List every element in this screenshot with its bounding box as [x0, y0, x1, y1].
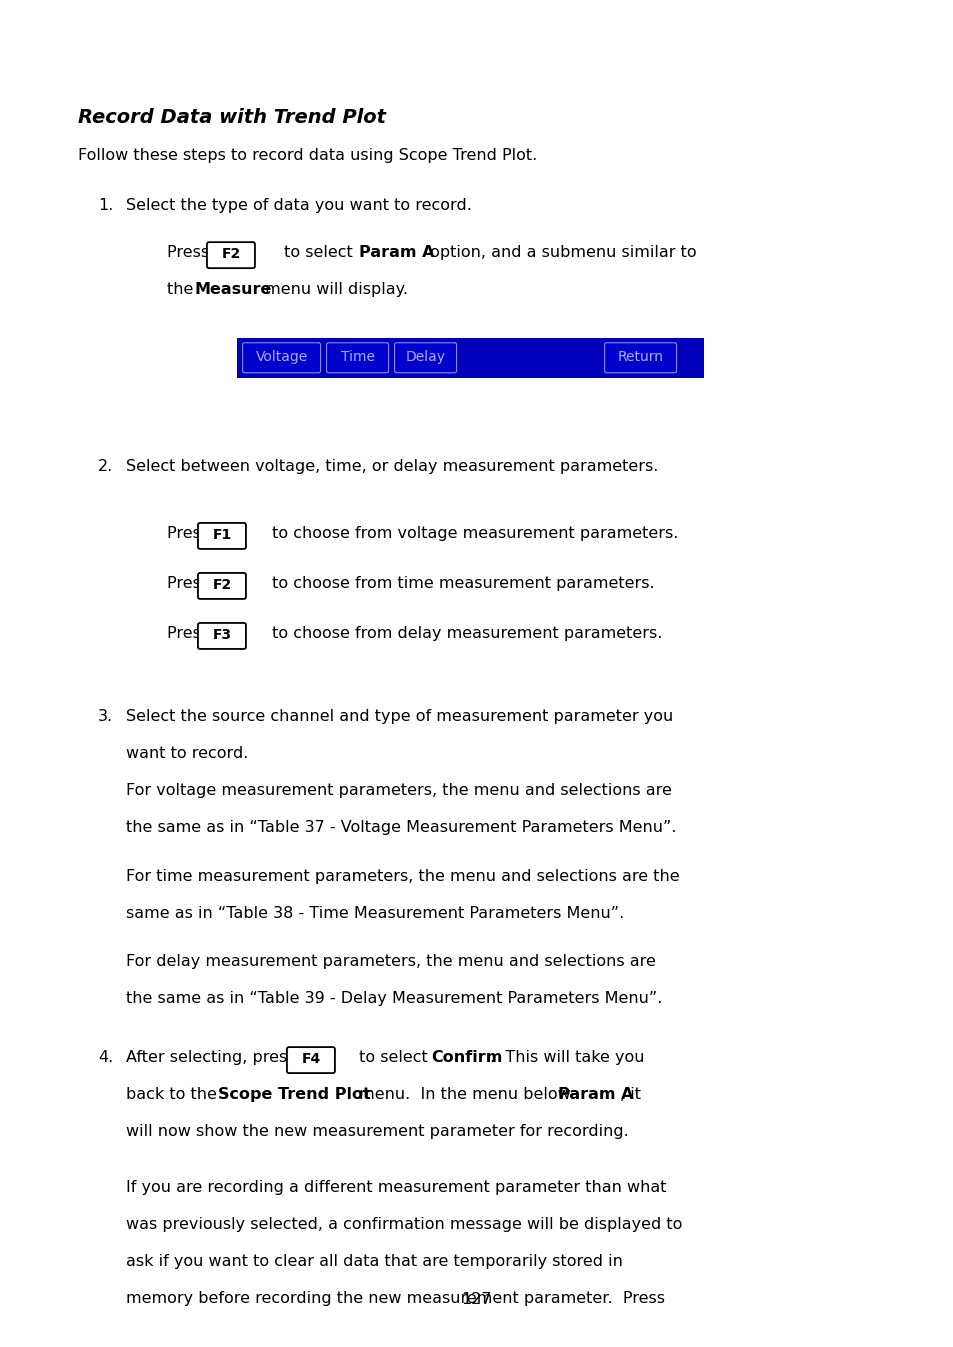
Text: Select between voltage, time, or delay measurement parameters.: Select between voltage, time, or delay m… — [126, 459, 658, 474]
Text: F3: F3 — [213, 628, 232, 643]
Text: ask if you want to clear all data that are temporarily stored in: ask if you want to clear all data that a… — [126, 1254, 622, 1269]
Text: will now show the new measurement parameter for recording.: will now show the new measurement parame… — [126, 1125, 628, 1140]
Text: Confirm: Confirm — [431, 1051, 502, 1065]
Text: F1: F1 — [213, 528, 232, 541]
Text: to select: to select — [278, 245, 357, 260]
Text: For delay measurement parameters, the menu and selections are: For delay measurement parameters, the me… — [126, 954, 655, 968]
Text: to choose from time measurement parameters.: to choose from time measurement paramete… — [267, 577, 654, 591]
FancyBboxPatch shape — [242, 342, 320, 373]
Text: 1.: 1. — [98, 198, 113, 213]
FancyBboxPatch shape — [326, 342, 388, 373]
Text: After selecting, press: After selecting, press — [126, 1051, 300, 1065]
Text: Press: Press — [167, 245, 214, 260]
Text: Press: Press — [167, 577, 214, 591]
Text: want to record.: want to record. — [126, 746, 248, 761]
Text: to choose from delay measurement parameters.: to choose from delay measurement paramet… — [267, 626, 661, 641]
FancyBboxPatch shape — [395, 342, 456, 373]
Text: menu.  In the menu below: menu. In the menu below — [354, 1087, 576, 1102]
Text: F4: F4 — [301, 1052, 320, 1065]
Text: F2: F2 — [221, 247, 240, 261]
Text: 4.: 4. — [98, 1051, 113, 1065]
Text: the same as in “Table 37 - Voltage Measurement Parameters Menu”.: the same as in “Table 37 - Voltage Measu… — [126, 820, 676, 835]
FancyBboxPatch shape — [207, 242, 254, 268]
Text: Press: Press — [167, 626, 214, 641]
Text: 127: 127 — [461, 1292, 492, 1307]
Text: Measure: Measure — [194, 283, 272, 298]
Text: Delay: Delay — [405, 350, 445, 364]
Text: Return: Return — [617, 350, 663, 364]
Text: , it: , it — [619, 1087, 640, 1102]
Text: the: the — [167, 283, 198, 298]
Text: Record Data with Trend Plot: Record Data with Trend Plot — [78, 108, 386, 127]
Text: same as in “Table 38 - Time Measurement Parameters Menu”.: same as in “Table 38 - Time Measurement … — [126, 905, 623, 920]
Text: 2.: 2. — [98, 459, 113, 474]
Text: back to the: back to the — [126, 1087, 222, 1102]
Text: Voltage: Voltage — [255, 350, 308, 364]
Text: Select the source channel and type of measurement parameter you: Select the source channel and type of me… — [126, 710, 673, 725]
Text: Time: Time — [340, 350, 375, 364]
Text: F2: F2 — [213, 578, 232, 591]
FancyBboxPatch shape — [604, 342, 676, 373]
Text: Param A: Param A — [558, 1087, 633, 1102]
Text: Scope Trend Plot: Scope Trend Plot — [217, 1087, 371, 1102]
FancyBboxPatch shape — [197, 622, 246, 649]
Text: to choose from voltage measurement parameters.: to choose from voltage measurement param… — [267, 525, 678, 541]
Bar — [236, 338, 703, 377]
Text: to select: to select — [354, 1051, 433, 1065]
Text: For time measurement parameters, the menu and selections are the: For time measurement parameters, the men… — [126, 869, 679, 884]
Text: Param A: Param A — [358, 245, 434, 260]
Text: memory before recording the new measurement parameter.  Press: memory before recording the new measurem… — [126, 1290, 664, 1305]
Text: For voltage measurement parameters, the menu and selections are: For voltage measurement parameters, the … — [126, 784, 671, 799]
FancyBboxPatch shape — [197, 523, 246, 550]
Text: option, and a submenu similar to: option, and a submenu similar to — [424, 245, 696, 260]
Text: the same as in “Table 39 - Delay Measurement Parameters Menu”.: the same as in “Table 39 - Delay Measure… — [126, 991, 661, 1006]
Text: Press: Press — [167, 525, 214, 541]
Text: 3.: 3. — [98, 710, 113, 725]
Text: Follow these steps to record data using Scope Trend Plot.: Follow these steps to record data using … — [78, 148, 537, 163]
Text: was previously selected, a confirmation message will be displayed to: was previously selected, a confirmation … — [126, 1216, 681, 1231]
Text: menu will display.: menu will display. — [259, 283, 408, 298]
FancyBboxPatch shape — [287, 1047, 335, 1074]
Text: If you are recording a different measurement parameter than what: If you are recording a different measure… — [126, 1180, 666, 1195]
FancyBboxPatch shape — [197, 572, 246, 599]
Text: Select the type of data you want to record.: Select the type of data you want to reco… — [126, 198, 472, 213]
Text: .  This will take you: . This will take you — [490, 1051, 644, 1065]
